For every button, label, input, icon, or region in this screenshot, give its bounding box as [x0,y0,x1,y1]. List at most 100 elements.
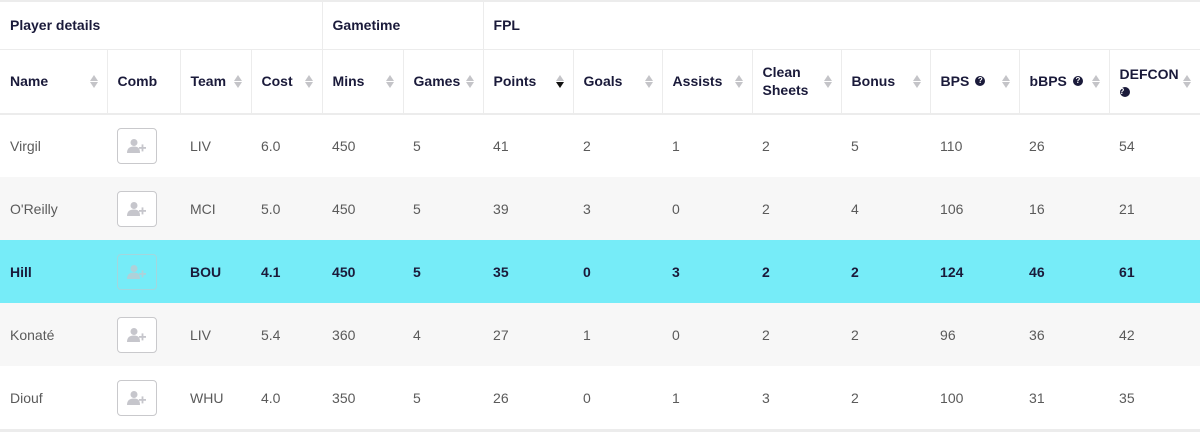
cell-team: BOU [180,240,251,303]
column-label: Comb [117,73,158,90]
column-header-bonus[interactable]: Bonus [841,49,931,115]
cell-comb [107,240,180,303]
column-label: Bonus [851,73,896,90]
group-header-row: Player details Gametime FPL [0,0,1200,50]
sort-desc-icon[interactable] [555,73,565,89]
cell-goals: 0 [583,389,591,406]
cell-goals: 1 [573,303,663,366]
cell-comb [107,114,180,177]
add-to-comparison-button[interactable] [117,190,157,227]
cell-bbps: 31 [1029,389,1045,406]
cell-bbps: 46 [1019,240,1110,303]
column-header-clean-sheets[interactable]: Clean Sheets [752,49,842,115]
cell-name[interactable]: Konaté [0,303,107,366]
sort-icon[interactable] [823,73,833,89]
cell-mins: 360 [322,303,404,366]
add-user-icon [127,264,146,279]
table-row[interactable]: O'Reilly MCI 5.0 450 5 39 3 0 2 4 106 16… [0,177,1200,240]
help-icon[interactable]: ? [1119,87,1130,98]
sort-icon[interactable] [304,73,314,89]
sort-icon[interactable] [465,73,475,89]
table-row[interactable]: Diouf WHU 4.0 350 5 26 0 1 3 2 100 31 35 [0,366,1200,429]
cell-games: 5 [403,177,484,240]
cell-points: 26 [493,389,509,406]
sort-icon[interactable] [1182,73,1192,89]
add-to-comparison-button[interactable] [117,379,157,416]
column-label: Clean Sheets [762,64,809,99]
cell-assists: 1 [672,389,680,406]
cell-points: 39 [483,177,574,240]
sort-icon[interactable] [734,73,744,89]
column-label: Assists [672,73,723,90]
cell-bonus: 4 [841,177,931,240]
cell-points: 41 [493,138,509,154]
column-header-name[interactable]: Name [0,49,108,115]
sort-icon[interactable] [89,73,99,89]
group-header-player-details: Player details [0,0,323,50]
add-user-icon [127,201,146,216]
help-icon[interactable]: ? [1072,76,1083,87]
column-header-cost[interactable]: Cost [251,49,323,115]
cell-bps: 96 [930,303,1020,366]
cell-team: WHU [190,389,224,406]
column-header-assists[interactable]: Assists [662,49,753,115]
column-header-points[interactable]: Points [483,49,574,115]
column-label: Cost [261,73,293,90]
cell-bps: 106 [930,177,1020,240]
column-label: Name [10,73,49,90]
sort-icon[interactable] [1091,73,1101,89]
column-label: bBPS [1029,73,1067,90]
column-label: DEFCON [1119,66,1179,83]
cell-name[interactable]: Diouf [10,389,43,406]
column-header-goals[interactable]: Goals [573,49,663,115]
cell-name[interactable]: Hill [0,240,107,303]
sort-icon[interactable] [1001,73,1011,89]
cell-goals: 0 [573,240,663,303]
cell-name[interactable]: Virgil [10,138,41,154]
cell-games: 5 [413,138,421,154]
cell-defcon: 61 [1109,240,1200,303]
column-label: Goals [583,73,623,90]
table-bottom-border [0,429,1200,432]
column-header-team[interactable]: Team [180,49,252,115]
cell-points: 27 [483,303,574,366]
sort-icon[interactable] [385,73,395,89]
cell-name[interactable]: O'Reilly [0,177,107,240]
group-header-fpl: FPL [483,0,1200,50]
cell-comb [107,303,180,366]
cell-games: 5 [403,240,484,303]
cell-bonus: 5 [851,138,859,154]
cell-team: MCI [180,177,251,240]
table-row[interactable]: Virgil LIV 6.0 450 5 41 2 1 2 5 110 26 5… [0,114,1200,177]
add-to-comparison-button[interactable] [117,128,157,164]
column-header-defcon[interactable]: DEFCON? [1109,49,1200,115]
table-row[interactable]: Hill BOU 4.1 450 5 35 0 3 2 2 124 46 61 [0,240,1200,303]
cell-clean-sheets: 3 [762,389,770,406]
cell-cost: 4.0 [261,389,281,406]
column-header-bbps[interactable]: bBPS? [1019,49,1110,115]
column-header-mins[interactable]: Mins [322,49,404,115]
add-to-comparison-button[interactable] [117,253,157,290]
add-to-comparison-button[interactable] [117,316,157,353]
column-label: Team [190,73,227,90]
cell-goals: 3 [573,177,663,240]
cell-cost: 4.1 [251,240,323,303]
cell-bbps: 26 [1029,138,1045,154]
cell-assists: 1 [672,138,680,154]
cell-mins: 450 [332,138,356,154]
group-header-gametime: Gametime [322,0,484,50]
sort-icon[interactable] [912,73,922,89]
cell-games: 4 [403,303,484,366]
column-header-bps[interactable]: BPS? [930,49,1020,115]
table-row[interactable]: Konaté LIV 5.4 360 4 27 1 0 2 2 96 36 42 [0,303,1200,366]
column-header-games[interactable]: Games [403,49,484,115]
sort-icon[interactable] [644,73,654,89]
cell-team: LIV [180,303,251,366]
sort-icon[interactable] [233,73,243,89]
help-icon[interactable]: ? [975,76,986,87]
cell-mins: 450 [322,177,404,240]
cell-defcon: 54 [1119,138,1135,154]
add-user-icon [127,327,146,342]
cell-bps: 124 [930,240,1020,303]
